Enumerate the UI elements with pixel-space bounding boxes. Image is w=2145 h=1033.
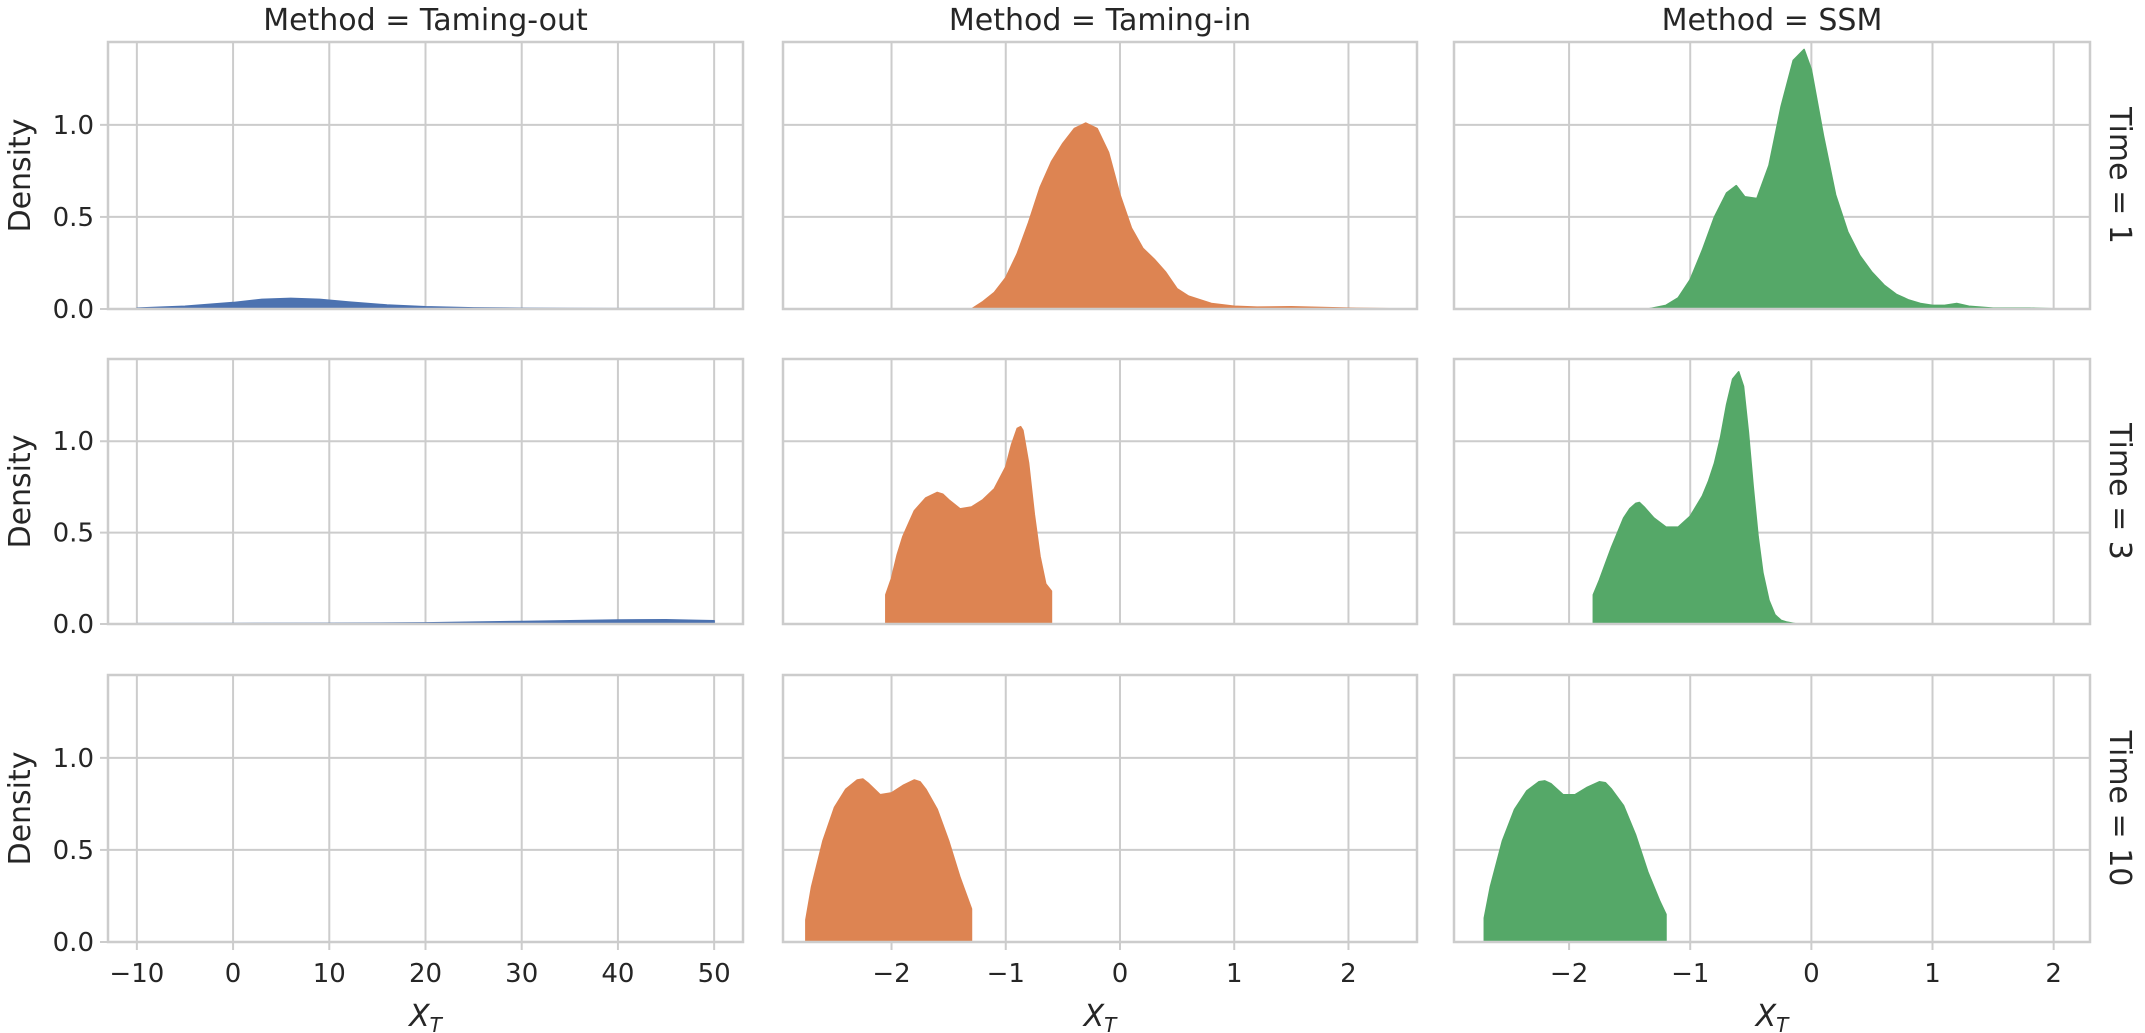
y-tick-label: 1.0	[53, 427, 94, 457]
x-axis-label: XT	[1082, 999, 1119, 1033]
panel-r1-c2	[1452, 357, 2092, 626]
x-tick-label: −10	[109, 959, 164, 989]
x-tick-label: −1	[1671, 959, 1709, 989]
x-axis-label: XT	[1754, 999, 1791, 1033]
x-tick-label: 40	[601, 959, 634, 989]
x-tick-label: 1	[1924, 959, 1941, 989]
panel-r2-c0: 0.0 0.5 1.0 −10 0 10 20 30 40 50	[53, 673, 745, 989]
panel-r0-c0: 0.0 0.5 1.0	[53, 40, 745, 325]
column-title-1: Method = Taming-in	[949, 3, 1251, 38]
x-axis-label-main: X	[1754, 999, 1778, 1033]
row-title-2: Time = 10	[2102, 730, 2137, 887]
panel-frame	[781, 357, 1419, 626]
labels-layer: Density Method = Taming-out Method = Tamin…	[3, 3, 2137, 1033]
y-tick-label: 0.5	[53, 836, 94, 866]
x-axis-label-main: X	[407, 999, 431, 1033]
density-area-ssm	[1483, 780, 1667, 943]
x-tick-label: 0	[1112, 959, 1129, 989]
panel-r1-c0: 0.0 0.5 1.0	[53, 357, 745, 640]
x-axis-label-subscript: T	[1104, 1013, 1118, 1033]
panel-r2-c1: −2 −1 0 1 2	[781, 673, 1419, 989]
panel-frame	[1452, 357, 2092, 626]
y-tick-label: 1.0	[53, 744, 94, 774]
y-tick-label: 0.5	[53, 519, 94, 549]
panel-frame	[781, 673, 1419, 944]
x-tick-label: 10	[313, 959, 346, 989]
y-axis-label: Density	[3, 434, 38, 548]
x-tick-label: −2	[1550, 959, 1588, 989]
y-tick-label: 1.0	[53, 111, 94, 141]
x-axis-label: XT	[407, 999, 444, 1033]
panel-frame	[106, 40, 745, 311]
panel-frame	[106, 357, 745, 626]
panel-frame	[1452, 40, 2092, 311]
density-area-ssm	[1592, 371, 1798, 625]
column-title-2: Method = SSM	[1662, 3, 1883, 38]
panel-frame	[781, 40, 1419, 311]
column-title-0: Method = Taming-out	[263, 3, 588, 38]
x-tick-label: −1	[987, 959, 1025, 989]
x-tick-label: 1	[1226, 959, 1243, 989]
y-tick-label: 0.0	[53, 928, 94, 958]
y-axis-label: Density	[3, 751, 38, 865]
density-area-taming-in	[970, 122, 1407, 310]
density-area-ssm	[1647, 48, 2061, 310]
y-tick-label: 0.5	[53, 203, 94, 233]
row-title-0: Time = 1	[2102, 106, 2137, 244]
x-tick-label: −2	[872, 959, 910, 989]
panel-frame	[1452, 673, 2092, 944]
x-tick-label: 0	[1803, 959, 1820, 989]
x-axis-label-subscript: T	[1776, 1013, 1790, 1033]
panels-layer: 0.00.51.00.00.51.00.00.51.0−10 0 10 20 30 40 5…	[53, 40, 2092, 989]
x-tick-label: 2	[1340, 959, 1357, 989]
y-axis-label: Density	[3, 118, 38, 232]
y-tick-label: 0.0	[53, 295, 94, 325]
y-tick-label: 0.0	[53, 610, 94, 640]
panel-r2-c2: −2 −1 0 1 2	[1452, 673, 2092, 989]
x-axis-label-subscript: T	[430, 1013, 444, 1033]
panel-r0-c1	[781, 40, 1419, 311]
x-tick-label: 0	[225, 959, 242, 989]
panel-r0-c2	[1452, 40, 2092, 311]
panel-r1-c1	[781, 357, 1419, 626]
x-tick-label: 50	[698, 959, 731, 989]
x-tick-label: 30	[505, 959, 538, 989]
x-tick-label: 2	[2045, 959, 2062, 989]
density-area-taming-in	[885, 425, 1053, 625]
x-axis-label-main: X	[1082, 999, 1106, 1033]
x-tick-label: 20	[409, 959, 442, 989]
density-area-taming-in	[805, 778, 973, 943]
row-title-1: Time = 3	[2102, 422, 2137, 560]
